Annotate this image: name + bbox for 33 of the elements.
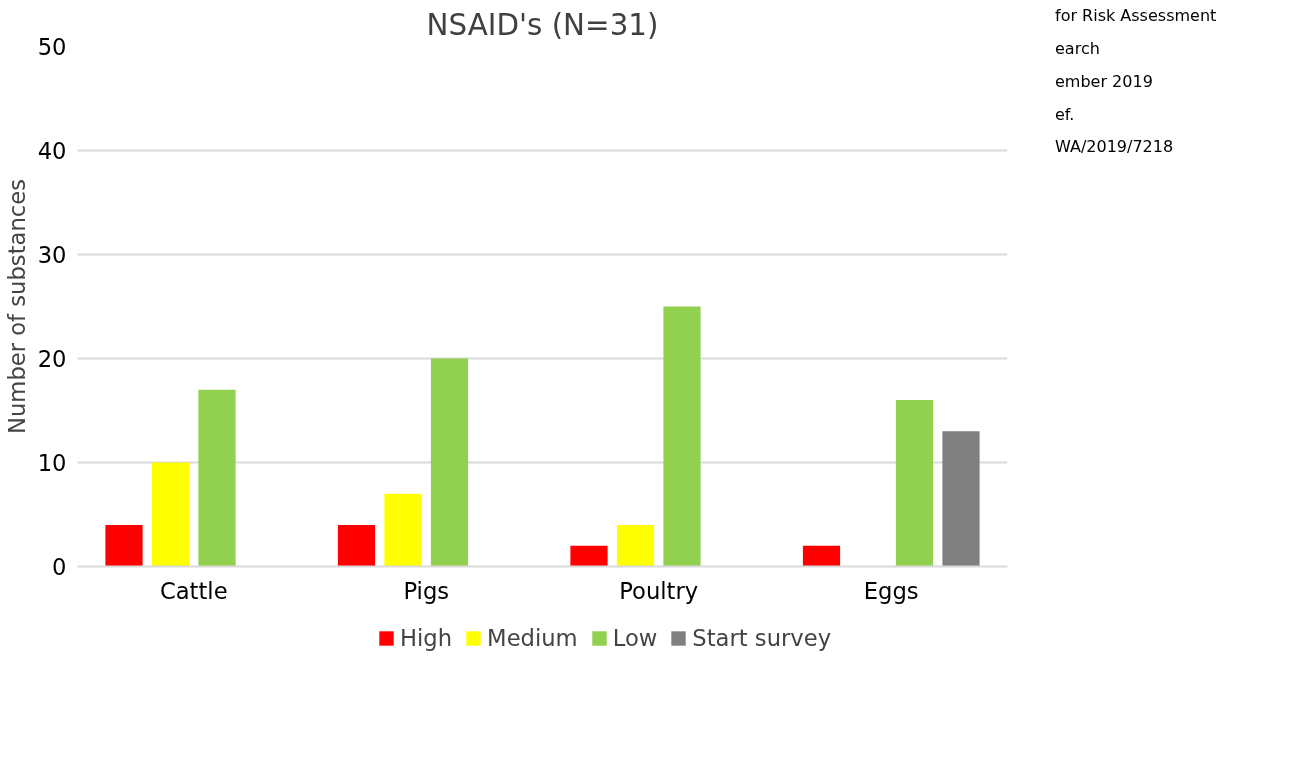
bar — [616, 524, 655, 567]
bar — [151, 462, 190, 567]
bar — [105, 524, 143, 567]
y-tick-label: 20 — [37, 346, 67, 372]
legend-label: Start survey — [692, 625, 832, 651]
bar — [663, 306, 701, 567]
text: for Risk Assessment — [1055, 5, 1217, 27]
text: WA/2019/7218 — [1055, 136, 1174, 159]
bar — [337, 524, 376, 567]
y-tick-label: 0 — [52, 554, 67, 580]
bar — [802, 545, 841, 567]
x-tick-label: Pigs — [403, 577, 450, 604]
x-tick-label: Eggs — [863, 577, 919, 604]
text: earch — [1055, 37, 1100, 60]
bar — [384, 493, 422, 567]
y-tick-label: 50 — [37, 34, 67, 60]
bar — [198, 389, 236, 567]
legend-label: Low — [612, 625, 658, 651]
legend-label: Medium — [487, 625, 578, 651]
x-tick-label: Poultry — [619, 577, 699, 604]
chart-title: NSAID's (N=31) — [426, 7, 659, 42]
y-axis-title: Number of substances — [3, 179, 30, 434]
bar — [570, 545, 608, 567]
y-tick-label: 40 — [37, 138, 67, 164]
text: ember 2019 — [1055, 70, 1153, 93]
y-tick-label: 10 — [37, 450, 67, 476]
bar — [895, 400, 934, 567]
y-tick-label: 30 — [37, 242, 67, 268]
bar — [430, 358, 469, 567]
legend-label: High — [400, 625, 453, 651]
text: ef. — [1055, 103, 1075, 126]
x-tick-label: Cattle — [159, 577, 228, 604]
bar — [942, 431, 980, 567]
